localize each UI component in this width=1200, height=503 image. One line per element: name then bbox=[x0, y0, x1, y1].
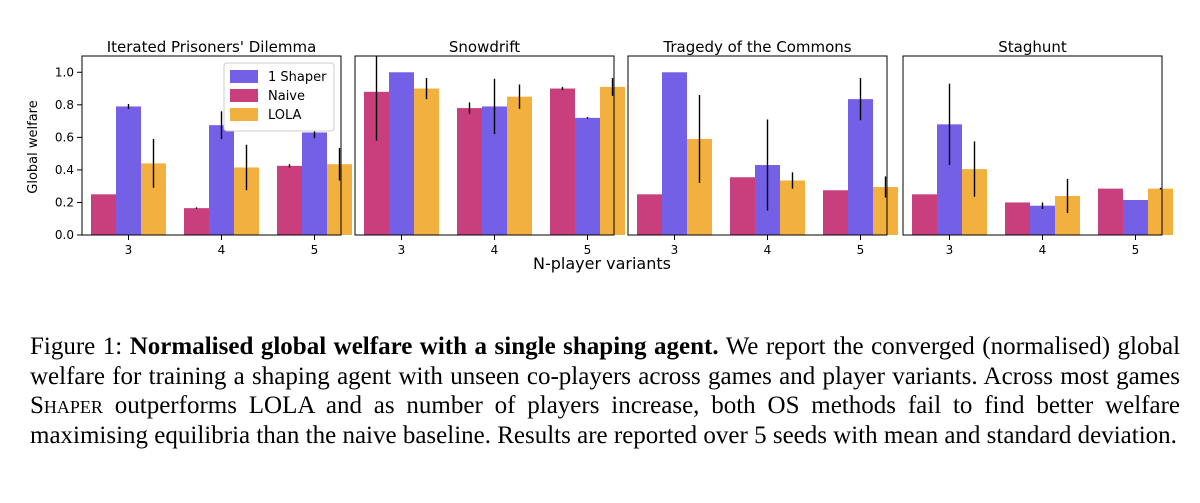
x-tick-label: 4 bbox=[218, 243, 226, 257]
legend-swatch bbox=[230, 70, 258, 83]
legend-label: LOLA bbox=[268, 108, 302, 123]
y-tick-label: 0.2 bbox=[55, 195, 74, 209]
x-tick-label: 5 bbox=[584, 243, 592, 257]
bar-1-shaper bbox=[848, 99, 873, 235]
bar-naive bbox=[277, 165, 302, 235]
bar-1-shaper bbox=[1123, 200, 1148, 235]
bar-naive bbox=[184, 208, 209, 235]
x-tick-label: 3 bbox=[398, 243, 406, 257]
bar-naive bbox=[1098, 188, 1123, 235]
y-tick-label: 0.0 bbox=[55, 228, 74, 242]
panel-frame bbox=[354, 55, 615, 236]
panel-frame bbox=[81, 55, 342, 236]
panel-title: Tragedy of the Commons bbox=[662, 38, 851, 56]
x-tick-label: 3 bbox=[671, 243, 679, 257]
figure-caption: Figure 1: Normalised global welfare with… bbox=[30, 332, 1180, 450]
bar-lola bbox=[780, 180, 805, 235]
panel-title: Snowdrift bbox=[449, 38, 520, 56]
y-tick-label: 0.4 bbox=[55, 163, 74, 177]
panel-frame bbox=[627, 55, 888, 236]
bar-naive bbox=[550, 88, 575, 235]
caption-text-before: We report the converged (normalised) glo… bbox=[30, 333, 1181, 390]
caption-label: Figure 1: bbox=[30, 333, 123, 360]
legend-label: Naive bbox=[268, 89, 305, 104]
bar-1-shaper bbox=[575, 117, 600, 235]
bar-1-shaper bbox=[1030, 205, 1055, 235]
bar-1-shaper bbox=[209, 125, 234, 235]
y-axis-label: Global welfare bbox=[26, 100, 41, 193]
x-tick-label: 3 bbox=[946, 243, 954, 257]
bar-1-shaper bbox=[302, 132, 327, 235]
x-tick-label: 3 bbox=[125, 243, 133, 257]
bar-naive bbox=[1005, 202, 1030, 235]
bar-lola bbox=[1148, 188, 1173, 235]
x-tick-label: 4 bbox=[764, 243, 772, 257]
y-tick-label: 1.0 bbox=[55, 65, 74, 79]
bar-lola bbox=[600, 86, 625, 235]
chart-panels: Iterated Prisoners' Dilemma 0.0 0.2 0.4 0.6 0… bbox=[55, 38, 1173, 257]
panel-1: Iterated Prisoners' Dilemma 0.0 0.2 0.4 0.6 0… bbox=[55, 38, 352, 257]
bar-chart-figure: Global welfare N-player variants Iterate… bbox=[26, 38, 1173, 273]
x-axis-label: N-player variants bbox=[533, 254, 671, 273]
panel-4: Staghunt 3 4 5 bbox=[902, 38, 1173, 257]
bar-1-shaper bbox=[389, 72, 414, 235]
bar-1-shaper bbox=[662, 72, 687, 235]
legend-label: 1 Shaper bbox=[268, 70, 327, 85]
x-tick-label: 4 bbox=[1039, 243, 1047, 257]
bar-lola bbox=[414, 88, 439, 235]
panel-3: Tragedy of the Commons 3 4 5 bbox=[627, 38, 898, 257]
bar-naive bbox=[730, 177, 755, 235]
panel-frame bbox=[902, 55, 1163, 236]
legend-swatch bbox=[230, 89, 258, 102]
caption-text-after: outperforms LOLA and as number of player… bbox=[30, 392, 1181, 449]
bar-naive bbox=[91, 194, 116, 235]
x-tick-label: 5 bbox=[311, 243, 319, 257]
panel-title: Iterated Prisoners' Dilemma bbox=[107, 38, 317, 56]
bar-1-shaper bbox=[116, 106, 141, 235]
panel-2: Snowdrift 3 4 5 bbox=[354, 38, 625, 257]
x-tick-label: 5 bbox=[1132, 243, 1140, 257]
caption-bold-title: Normalised global welfare with a single … bbox=[129, 333, 719, 360]
y-tick-label: 0.8 bbox=[55, 98, 74, 112]
x-tick-label: 4 bbox=[491, 243, 499, 257]
caption-method-name: Shaper bbox=[30, 392, 103, 419]
bar-naive bbox=[823, 190, 848, 235]
bar-naive bbox=[912, 194, 937, 235]
y-tick-label: 0.6 bbox=[55, 130, 74, 144]
x-tick-label: 5 bbox=[857, 243, 865, 257]
bar-naive bbox=[457, 108, 482, 235]
bar-lola bbox=[507, 96, 532, 235]
legend-swatch bbox=[230, 108, 258, 121]
bar-naive bbox=[637, 194, 662, 235]
panel-title: Staghunt bbox=[998, 38, 1067, 56]
